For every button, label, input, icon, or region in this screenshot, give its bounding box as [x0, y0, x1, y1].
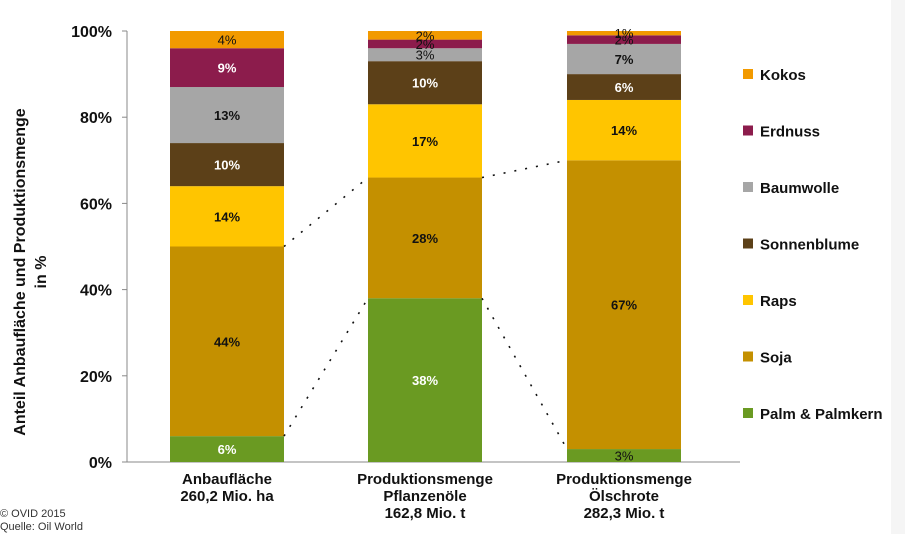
data-label-soja: 44%: [214, 334, 240, 349]
connector-line-palm-2: [481, 297, 568, 450]
data-label-soja: 67%: [611, 298, 637, 313]
data-label-raps: 14%: [611, 123, 637, 138]
data-label-raps: 17%: [412, 134, 438, 149]
y-tick-label: 80%: [80, 110, 112, 127]
bar-segment-baumwolle: [567, 43, 681, 75]
bar-segment-soja: [368, 177, 482, 299]
y-tick-label: 0%: [89, 455, 112, 472]
legend-swatch-kokos: [743, 69, 753, 79]
legend-label-baumwolle: Baumwolle: [760, 180, 839, 197]
y-tick-label: 40%: [80, 283, 112, 300]
data-label-sonnenblume: 10%: [412, 76, 438, 91]
bar-segment-erdnuss: [170, 48, 284, 88]
y-tick-label: 100%: [71, 24, 112, 41]
y-axis-label-line-1: Anteil Anbaufläche und Produktionsmenge: [12, 108, 29, 436]
source-text: Quelle: Oil World: [0, 521, 83, 533]
bar-segment-baumwolle: [170, 87, 284, 144]
data-label-kokos: 1%: [615, 26, 634, 41]
data-label-baumwolle: 3%: [416, 48, 435, 63]
bar-segment-sonnenblume: [567, 74, 681, 100]
legend-swatch-palm-palmkern: [743, 408, 753, 418]
data-label-kokos: 4%: [218, 33, 237, 48]
bar-segment-palm-palmkern: [170, 436, 284, 462]
legend-swatch-baumwolle: [743, 182, 753, 192]
y-tick-label: 60%: [80, 196, 112, 213]
data-label-sonnenblume: 10%: [214, 158, 240, 173]
connector-line-soja-2: [481, 159, 568, 179]
bar-segment-erdnuss: [567, 35, 681, 44]
data-label-palm-palmkern: 38%: [412, 373, 438, 388]
source-credit: © OVID 2015 Quelle: Oil World: [0, 508, 83, 534]
data-label-kokos: 2%: [416, 28, 435, 43]
category-label: Pflanzenöle: [383, 488, 466, 505]
bar-segment-kokos: [368, 31, 482, 40]
legend-label-erdnuss: Erdnuss: [760, 124, 820, 141]
connector-line-palm-1: [283, 297, 369, 437]
data-label-baumwolle: 7%: [615, 52, 634, 67]
data-label-palm-palmkern: 6%: [218, 442, 237, 457]
data-label-palm-palmkern: 3%: [615, 449, 634, 464]
bar-segment-soja: [567, 160, 681, 450]
legend-swatch-soja: [743, 351, 753, 362]
legend-label-sonnenblume: Sonnenblume: [760, 237, 859, 254]
bar-segment-palm-palmkern: [567, 449, 681, 462]
bar-segment-sonnenblume: [368, 61, 482, 105]
legend-swatch-erdnuss: [743, 125, 753, 136]
bar-segment-soja: [170, 246, 284, 437]
legend-label-kokos: Kokos: [760, 67, 806, 84]
category-label: 162,8 Mio. t: [385, 505, 466, 522]
legend-label-soja: Soja: [760, 350, 792, 367]
category-label: 282,3 Mio. t: [584, 505, 665, 522]
legend-swatch-raps: [743, 295, 753, 305]
bar-segment-raps: [368, 104, 482, 178]
data-label-raps: 14%: [214, 209, 240, 224]
data-label-soja: 28%: [412, 231, 438, 246]
category-label: Produktionsmenge: [556, 471, 692, 488]
connector-line-soja-1: [283, 176, 369, 248]
bar-segment-erdnuss: [368, 39, 482, 49]
data-label-erdnuss: 2%: [416, 37, 435, 52]
legend-swatch-sonnenblume: [743, 238, 753, 249]
category-label: 260,2 Mio. ha: [180, 488, 274, 505]
bar-segment-sonnenblume: [170, 143, 284, 187]
bar-segment-kokos: [567, 31, 681, 36]
bar-segment-baumwolle: [368, 48, 482, 62]
bar-segment-palm-palmkern: [368, 298, 482, 462]
legend-label-palm-palmkern: Palm & Palmkern: [760, 406, 883, 423]
y-axis-label: Anteil Anbaufläche und Produktionsmenge …: [10, 72, 54, 472]
category-label: Produktionsmenge: [357, 471, 493, 488]
category-label: Ölschrote: [589, 488, 659, 505]
y-tick-label: 20%: [80, 369, 112, 386]
copyright-text: © OVID 2015: [0, 508, 66, 520]
slide-edge-band: [891, 0, 905, 534]
bar-segment-raps: [567, 99, 681, 161]
category-label: Anbaufläche: [182, 471, 272, 488]
y-axis-label-line-2: in %: [33, 255, 50, 289]
legend-label-raps: Raps: [760, 293, 797, 310]
data-label-baumwolle: 13%: [214, 108, 240, 123]
data-label-erdnuss: 9%: [218, 61, 237, 76]
data-label-erdnuss: 2%: [615, 33, 634, 48]
bar-segment-kokos: [170, 31, 284, 49]
bar-segment-raps: [170, 186, 284, 247]
data-label-sonnenblume: 6%: [615, 80, 634, 95]
